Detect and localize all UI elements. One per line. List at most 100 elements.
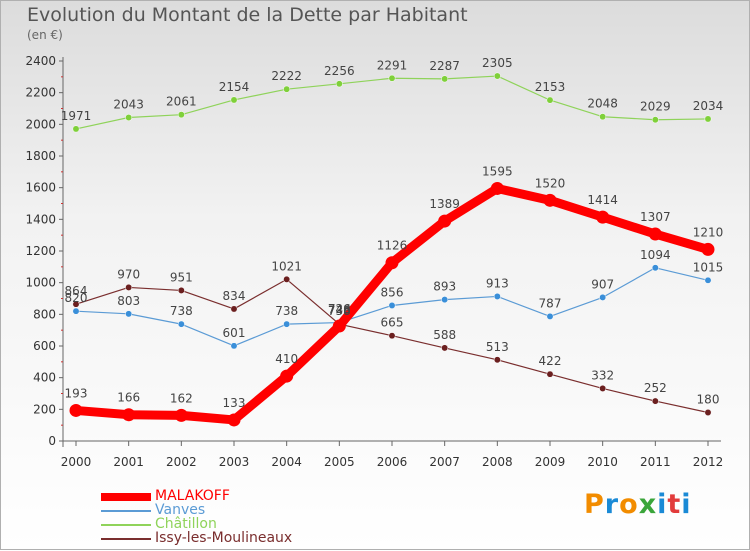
data-label: 2034 — [693, 99, 724, 113]
x-tick-label: 2004 — [271, 455, 302, 469]
data-label: 410 — [275, 352, 298, 366]
y-tick-label: 1400 — [25, 212, 56, 226]
data-label: 748 — [328, 303, 351, 317]
x-tick-label: 2000 — [61, 455, 92, 469]
proxiti-logo: Proxiti — [584, 489, 692, 520]
legend-label: Châtillon — [155, 516, 217, 532]
data-label: 162 — [170, 391, 193, 405]
data-point — [69, 403, 83, 417]
x-tick-label: 2007 — [429, 455, 460, 469]
data-point — [599, 113, 607, 121]
data-label: 907 — [591, 277, 614, 291]
data-label: 1021 — [271, 259, 302, 273]
data-point — [283, 85, 291, 93]
data-label: 1210 — [693, 225, 724, 239]
data-label: 422 — [539, 354, 562, 368]
legend-label: MALAKOFF — [155, 488, 230, 504]
data-label: 820 — [65, 291, 88, 305]
logo-letter: t — [667, 489, 682, 520]
data-label: 738 — [170, 304, 193, 318]
data-label: 513 — [486, 340, 509, 354]
x-tick-label: 2011 — [640, 455, 671, 469]
data-point — [125, 114, 133, 121]
x-tick-label: 2006 — [377, 455, 408, 469]
data-point — [283, 320, 291, 328]
data-label: 893 — [433, 280, 456, 294]
data-point — [493, 356, 501, 364]
data-label: 2061 — [166, 95, 197, 109]
data-point — [438, 214, 452, 228]
chart-title: Evolution du Montant de la Dette par Hab… — [27, 4, 468, 26]
data-point — [701, 242, 715, 256]
data-point — [385, 256, 399, 270]
y-tick-label: 1600 — [25, 181, 56, 195]
data-label: 1520 — [535, 176, 566, 190]
data-label: 1015 — [693, 260, 724, 274]
y-tick-label: 1000 — [25, 276, 56, 290]
data-label: 133 — [223, 396, 246, 410]
logo-letter: x — [638, 489, 658, 520]
data-point — [177, 320, 185, 328]
data-label: 588 — [433, 328, 456, 342]
data-label: 834 — [223, 289, 246, 303]
logo-letter: i — [681, 489, 692, 520]
data-point — [230, 342, 238, 350]
data-point — [596, 210, 610, 224]
data-label: 332 — [591, 368, 614, 382]
data-point — [546, 312, 554, 320]
data-point — [227, 413, 241, 427]
data-point — [704, 409, 712, 416]
data-point — [651, 264, 659, 272]
data-point — [388, 332, 396, 340]
data-label: 787 — [539, 296, 562, 310]
data-point — [122, 408, 136, 422]
y-tick-label: 400 — [33, 371, 56, 385]
legend-swatch — [101, 524, 151, 526]
logo-letter: P — [584, 489, 605, 520]
logo-letter: r — [604, 489, 620, 520]
chart-subtitle: (en €) — [27, 28, 63, 42]
y-tick-label: 1200 — [25, 244, 56, 258]
y-tick-label: 2400 — [25, 54, 56, 68]
data-point — [230, 305, 238, 313]
data-label: 2153 — [535, 80, 566, 94]
data-label: 2305 — [482, 56, 513, 70]
data-label: 913 — [486, 276, 509, 290]
data-label: 2029 — [640, 100, 671, 114]
y-tick-label: 1800 — [25, 149, 56, 163]
x-tick-label: 2012 — [693, 455, 724, 469]
data-label: 601 — [223, 326, 246, 340]
x-tick-label: 2005 — [324, 455, 355, 469]
data-point — [332, 319, 346, 333]
legend-label: Vanves — [155, 502, 206, 518]
y-tick-label: 200 — [33, 402, 56, 416]
data-label: 1414 — [587, 193, 618, 207]
data-point — [543, 193, 557, 207]
data-label: 803 — [117, 294, 140, 308]
data-label: 726 — [328, 302, 351, 316]
data-label: 2222 — [271, 69, 302, 83]
data-label: 252 — [644, 381, 667, 395]
data-point — [546, 96, 554, 104]
data-label: 665 — [381, 316, 404, 330]
data-point — [441, 75, 449, 83]
data-point — [125, 310, 133, 318]
legend-swatch — [101, 493, 151, 501]
y-tick-label: 600 — [33, 339, 56, 353]
data-point — [177, 111, 185, 119]
data-point — [599, 384, 607, 392]
data-point — [125, 283, 133, 291]
y-tick-label: 800 — [33, 307, 56, 321]
data-label: 951 — [170, 270, 193, 284]
data-label: 738 — [328, 304, 351, 318]
data-label: 864 — [65, 284, 88, 298]
y-tick-label: 2000 — [25, 117, 56, 131]
data-point — [648, 227, 662, 241]
data-point — [651, 116, 659, 124]
data-point — [493, 72, 501, 80]
x-tick-label: 2010 — [587, 455, 618, 469]
legend-swatch — [101, 538, 151, 540]
legend-swatch — [101, 510, 151, 512]
data-label: 1595 — [482, 164, 513, 178]
data-label: 2154 — [219, 80, 250, 94]
